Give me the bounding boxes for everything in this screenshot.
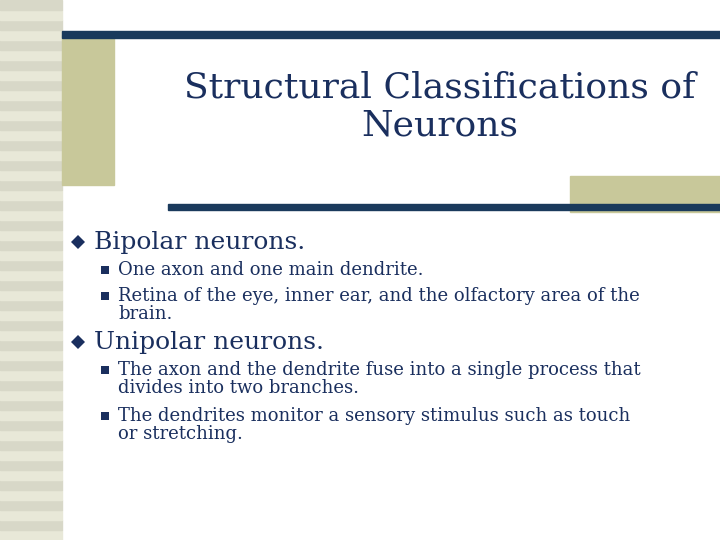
Bar [0, 50, 62, 60]
Bar [62, 35, 114, 185]
Bar [0, 460, 62, 470]
Bar [0, 450, 62, 460]
Text: brain.: brain. [118, 305, 172, 323]
Bar [0, 160, 62, 170]
Bar [0, 480, 62, 490]
Bar [0, 130, 62, 140]
Bar [0, 150, 62, 160]
Bar [0, 250, 62, 260]
Bar [0, 210, 62, 220]
Text: Neurons: Neurons [361, 108, 518, 142]
Bar [0, 80, 62, 90]
Bar [0, 520, 62, 530]
Bar [0, 350, 62, 360]
Bar [168, 204, 720, 210]
Bar [0, 120, 62, 130]
Text: The axon and the dendrite fuse into a single process that: The axon and the dendrite fuse into a si… [118, 361, 641, 379]
Text: Bipolar neurons.: Bipolar neurons. [94, 231, 305, 253]
Bar [0, 0, 62, 10]
Text: Structural Classifications of: Structural Classifications of [184, 70, 696, 104]
Text: Retina of the eye, inner ear, and the olfactory area of the: Retina of the eye, inner ear, and the ol… [118, 287, 640, 305]
Text: divides into two branches.: divides into two branches. [118, 379, 359, 397]
Text: or stretching.: or stretching. [118, 425, 243, 443]
Bar [0, 470, 62, 480]
Bar [0, 70, 62, 80]
Bar [0, 270, 62, 280]
Bar [0, 280, 62, 290]
Bar [0, 500, 62, 510]
Bar [0, 530, 62, 540]
Bar [0, 60, 62, 70]
Bar [0, 200, 62, 210]
Bar [0, 340, 62, 350]
Text: The dendrites monitor a sensory stimulus such as touch: The dendrites monitor a sensory stimulus… [118, 407, 630, 425]
Bar [0, 410, 62, 420]
Bar [0, 310, 62, 320]
Bar [0, 400, 62, 410]
Bar [0, 10, 62, 20]
Bar [0, 30, 62, 40]
Bar [0, 180, 62, 190]
Bar [0, 440, 62, 450]
Bar [0, 420, 62, 430]
Bar [0, 510, 62, 520]
Text: Unipolar neurons.: Unipolar neurons. [94, 330, 324, 354]
Bar [0, 90, 62, 100]
Text: One axon and one main dendrite.: One axon and one main dendrite. [118, 261, 423, 279]
Bar [0, 370, 62, 380]
Bar [0, 360, 62, 370]
Bar [0, 290, 62, 300]
Bar [0, 300, 62, 310]
Bar [0, 490, 62, 500]
Bar [0, 220, 62, 230]
Bar [0, 380, 62, 390]
Bar [0, 100, 62, 110]
Bar [0, 230, 62, 240]
Bar [62, 31, 720, 38]
Bar [570, 176, 720, 212]
Bar [0, 110, 62, 120]
Bar [0, 20, 62, 30]
Bar [0, 40, 62, 50]
Bar [0, 330, 62, 340]
Bar [0, 190, 62, 200]
Bar [0, 240, 62, 250]
Bar [0, 140, 62, 150]
Bar [0, 320, 62, 330]
Bar [0, 170, 62, 180]
Bar [0, 390, 62, 400]
Bar [0, 430, 62, 440]
Bar [0, 260, 62, 270]
